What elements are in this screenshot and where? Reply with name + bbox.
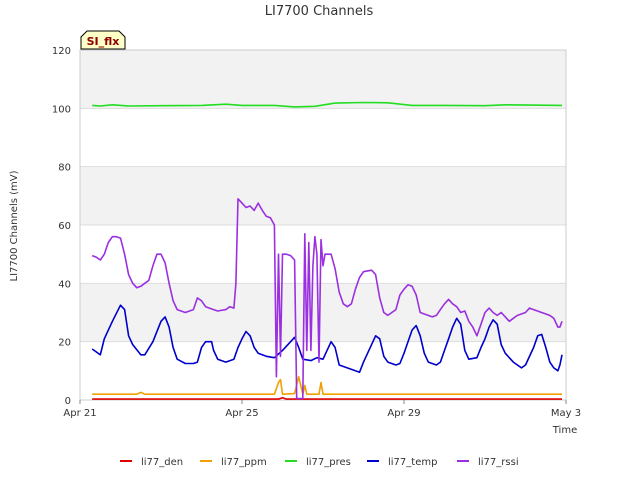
- x-tick-label: Apr 21: [63, 408, 96, 419]
- legend-item-li77_pres[interactable]: li77_pres: [285, 457, 351, 468]
- plot-border: [79, 49, 567, 401]
- legend-label: li77_pres: [306, 457, 351, 468]
- y-tick-labels: 0 20 40 60 80 100 120: [52, 46, 71, 407]
- y-axis-label: LI7700 Channels (mV): [9, 170, 20, 281]
- y-tick-label: 40: [58, 279, 71, 290]
- x-tick-label: May 3: [551, 408, 581, 419]
- x-axis-label: Time: [552, 425, 577, 436]
- y-tick-label: 80: [58, 163, 71, 174]
- chart-bands: [80, 50, 566, 342]
- series-line-li77_temp: [91, 304, 563, 374]
- legend-label: li77_den: [141, 457, 183, 468]
- chart-title: LI7700 Channels: [265, 4, 374, 19]
- legend-label: li77_temp: [388, 457, 437, 468]
- series-line-li77_rssi: [91, 198, 563, 400]
- y-tick-label: 100: [52, 104, 71, 115]
- x-tick-labels: Apr 21 Apr 25 Apr 29 May 3: [63, 400, 581, 419]
- y-tick-label: 0: [65, 396, 71, 407]
- y-tick-label: 120: [52, 46, 71, 57]
- x-tick-label: Apr 25: [225, 408, 258, 419]
- series-line-li77_ppm: [92, 375, 562, 395]
- chart-series: [91, 101, 563, 400]
- legend: li77_den li77_ppm li77_pres li77_temp li77_r…: [120, 457, 519, 468]
- badge: SI_flx: [80, 30, 126, 50]
- legend-item-li77_temp[interactable]: li77_temp: [367, 457, 437, 468]
- legend-item-li77_den[interactable]: li77_den: [120, 457, 183, 468]
- y-tick-label: 20: [58, 338, 71, 349]
- series-line-li77_pres: [92, 101, 563, 108]
- x-tick-label: Apr 29: [387, 408, 420, 419]
- legend-item-li77_ppm[interactable]: li77_ppm: [200, 457, 267, 468]
- band-2: [80, 50, 566, 109]
- legend-label: li77_rssi: [478, 457, 519, 468]
- legend-item-li77_rssi[interactable]: li77_rssi: [457, 457, 519, 468]
- legend-label: li77_ppm: [221, 457, 267, 468]
- badge-background: [80, 30, 126, 50]
- y-tick-label: 60: [58, 221, 71, 232]
- series-line-li77_den: [92, 396, 562, 400]
- band-1: [80, 166, 566, 225]
- badge-label: SI_flx: [87, 35, 120, 48]
